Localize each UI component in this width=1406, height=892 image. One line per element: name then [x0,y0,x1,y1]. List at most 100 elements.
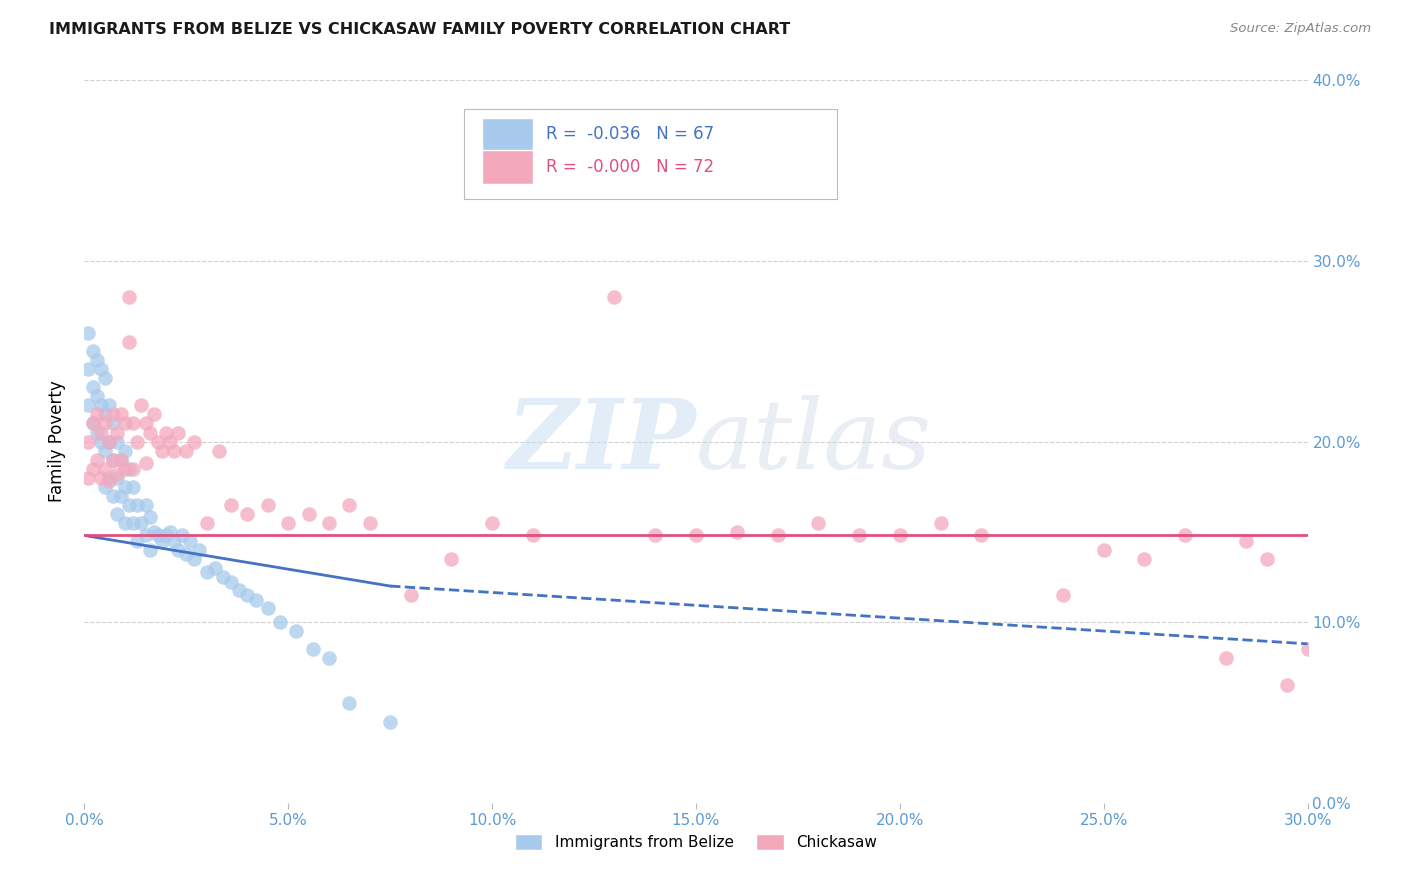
Point [146,434,169,449]
Point [195,516,218,530]
Point [208,443,231,458]
Point [603,290,626,304]
Point [318,516,340,530]
Point [82,417,104,431]
Point [440,552,463,566]
Y-axis label: Family Poverty: Family Poverty [48,381,66,502]
Point [970,528,993,542]
Point [1296,642,1319,657]
Point [562,172,585,186]
Text: ZIP: ZIP [506,394,696,489]
Point [110,452,132,467]
Point [318,651,340,665]
Point [93,461,115,475]
Point [135,498,157,512]
Point [101,408,124,422]
Point [77,362,100,376]
Point [257,498,280,512]
Point [163,533,186,548]
Point [77,471,100,485]
Point [86,389,108,403]
Point [1256,552,1278,566]
Text: R =  -0.036   N = 67: R = -0.036 N = 67 [546,126,714,144]
Text: IMMIGRANTS FROM BELIZE VS CHICKASAW FAMILY POVERTY CORRELATION CHART: IMMIGRANTS FROM BELIZE VS CHICKASAW FAMI… [49,22,790,37]
Point [163,443,186,458]
Point [1052,588,1074,602]
Point [114,516,136,530]
Point [685,528,707,542]
Point [105,467,128,481]
Point [93,408,115,422]
Point [285,624,308,639]
Point [236,507,259,521]
Point [118,290,141,304]
Point [90,362,112,376]
Point [219,575,242,590]
Point [183,434,205,449]
Point [118,498,141,512]
Point [105,471,128,485]
Point [105,507,128,521]
Point [97,475,120,489]
Point [522,528,544,542]
Point [122,516,145,530]
Point [114,417,136,431]
Point [86,425,108,440]
Point [86,353,108,368]
Point [101,489,124,503]
Point [1236,533,1258,548]
Point [848,528,870,542]
Point [725,524,748,539]
Point [97,471,120,485]
Legend: Immigrants from Belize, Chickasaw: Immigrants from Belize, Chickasaw [509,829,883,856]
Point [150,533,173,548]
Point [105,425,128,440]
Point [86,452,108,467]
Point [159,434,181,449]
Point [245,593,267,607]
Point [138,510,160,524]
Point [90,434,112,449]
Point [204,561,226,575]
Point [269,615,291,630]
Point [195,565,218,579]
Point [766,528,789,542]
Point [127,533,149,548]
Point [101,452,124,467]
Point [150,443,173,458]
Point [131,398,153,412]
Point [212,570,235,584]
Point [929,516,952,530]
Point [114,443,136,458]
Point [135,417,157,431]
Point [86,408,108,422]
Point [127,434,149,449]
Point [122,417,145,431]
Point [135,456,157,470]
Point [228,582,250,597]
Point [135,528,157,542]
Point [187,542,209,557]
Point [127,498,149,512]
Point [807,516,830,530]
Point [142,408,165,422]
Point [179,533,201,548]
Point [399,588,422,602]
Point [301,642,323,657]
Point [82,417,104,431]
Point [122,480,145,494]
Point [110,452,132,467]
Point [172,528,194,542]
FancyBboxPatch shape [482,118,533,151]
Point [82,380,104,394]
Point [138,542,160,557]
Point [114,480,136,494]
Point [174,547,197,561]
Point [101,452,124,467]
Point [174,443,197,458]
Point [138,425,160,440]
Point [167,425,190,440]
Point [889,528,911,542]
Point [90,398,112,412]
Point [277,516,299,530]
